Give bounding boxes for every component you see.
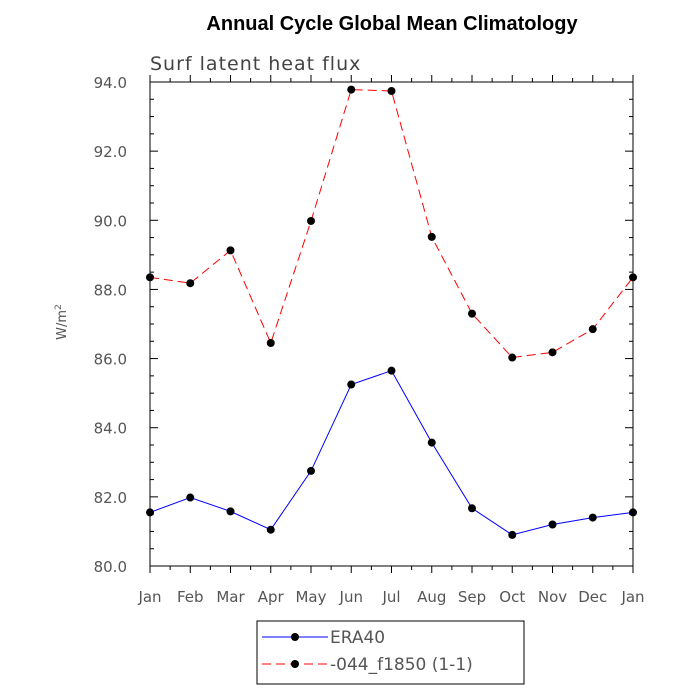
data-point [146,273,154,282]
axis-ticks [149,75,634,573]
data-point [387,366,396,375]
y-tick-label: 86.0 [94,351,127,369]
x-tick-label: Nov [538,588,567,606]
data-point [266,339,275,348]
y-tick-label: 88.0 [94,281,127,299]
x-tick-label: May [295,588,326,606]
data-point [226,507,235,516]
x-tick-label: Aug [417,588,446,606]
data-point [588,325,597,334]
y-tick-label: 94.0 [94,74,127,92]
plot-frame [149,81,634,567]
x-tick-label: Oct [499,588,525,606]
data-point [347,85,356,94]
x-tick-label: Jan [620,588,644,606]
data-point [307,466,315,475]
x-tick-label: Feb [177,588,204,606]
data-point [146,508,154,517]
series-line-2 [149,89,634,359]
legend: ERA40 -044_f1850 (1-1) [256,620,525,685]
data-point [347,380,356,389]
data-point [266,525,275,534]
y-tick-label: 82.0 [94,489,127,507]
data-point [588,513,597,522]
data-point [387,86,396,95]
data-point [548,520,557,529]
data-point [427,438,436,447]
y-axis: 80.0 82.0 84.0 86.0 88.0 90.0 92.0 94.0 [94,74,127,576]
series-layer [146,85,637,539]
legend-label-2: -044_f1850 (1-1) [330,655,473,675]
x-tick-label: Dec [578,588,607,606]
legend-box [256,620,525,685]
data-point [186,493,195,502]
x-tick-label: Jun [339,588,363,606]
legend-marker [291,633,299,641]
data-point [508,530,517,539]
data-point [508,353,517,362]
data-point [427,232,436,241]
legend-label-1: ERA40 [330,628,385,648]
x-tick-label: Mar [216,588,245,606]
x-tick-label: Sep [458,588,486,606]
x-tick-label: Jul [381,588,400,606]
series-line-1 [149,370,634,536]
data-point [629,508,637,517]
y-tick-label: 84.0 [94,420,127,438]
data-point [226,246,235,255]
x-axis: Jan Feb Mar Apr May Jun Jul Aug Sep Oct Nov Dec Jan [137,588,644,606]
data-point [629,273,637,282]
x-tick-label: Apr [258,588,285,606]
data-point [307,216,315,225]
chart-title: Annual Cycle Global Mean Climatology [206,13,578,35]
y-tick-label: 80.0 [94,558,127,576]
data-point [186,279,195,288]
x-tick-label: Jan [137,588,161,606]
y-axis-label: W/m2 [54,304,70,340]
data-point [548,348,557,357]
y-tick-label: 90.0 [94,212,127,230]
chart-subtitle: Surf latent heat flux [150,53,361,75]
y-tick-label: 92.0 [94,143,127,161]
data-point [468,504,476,513]
data-point [468,309,476,318]
legend-marker [291,660,299,668]
